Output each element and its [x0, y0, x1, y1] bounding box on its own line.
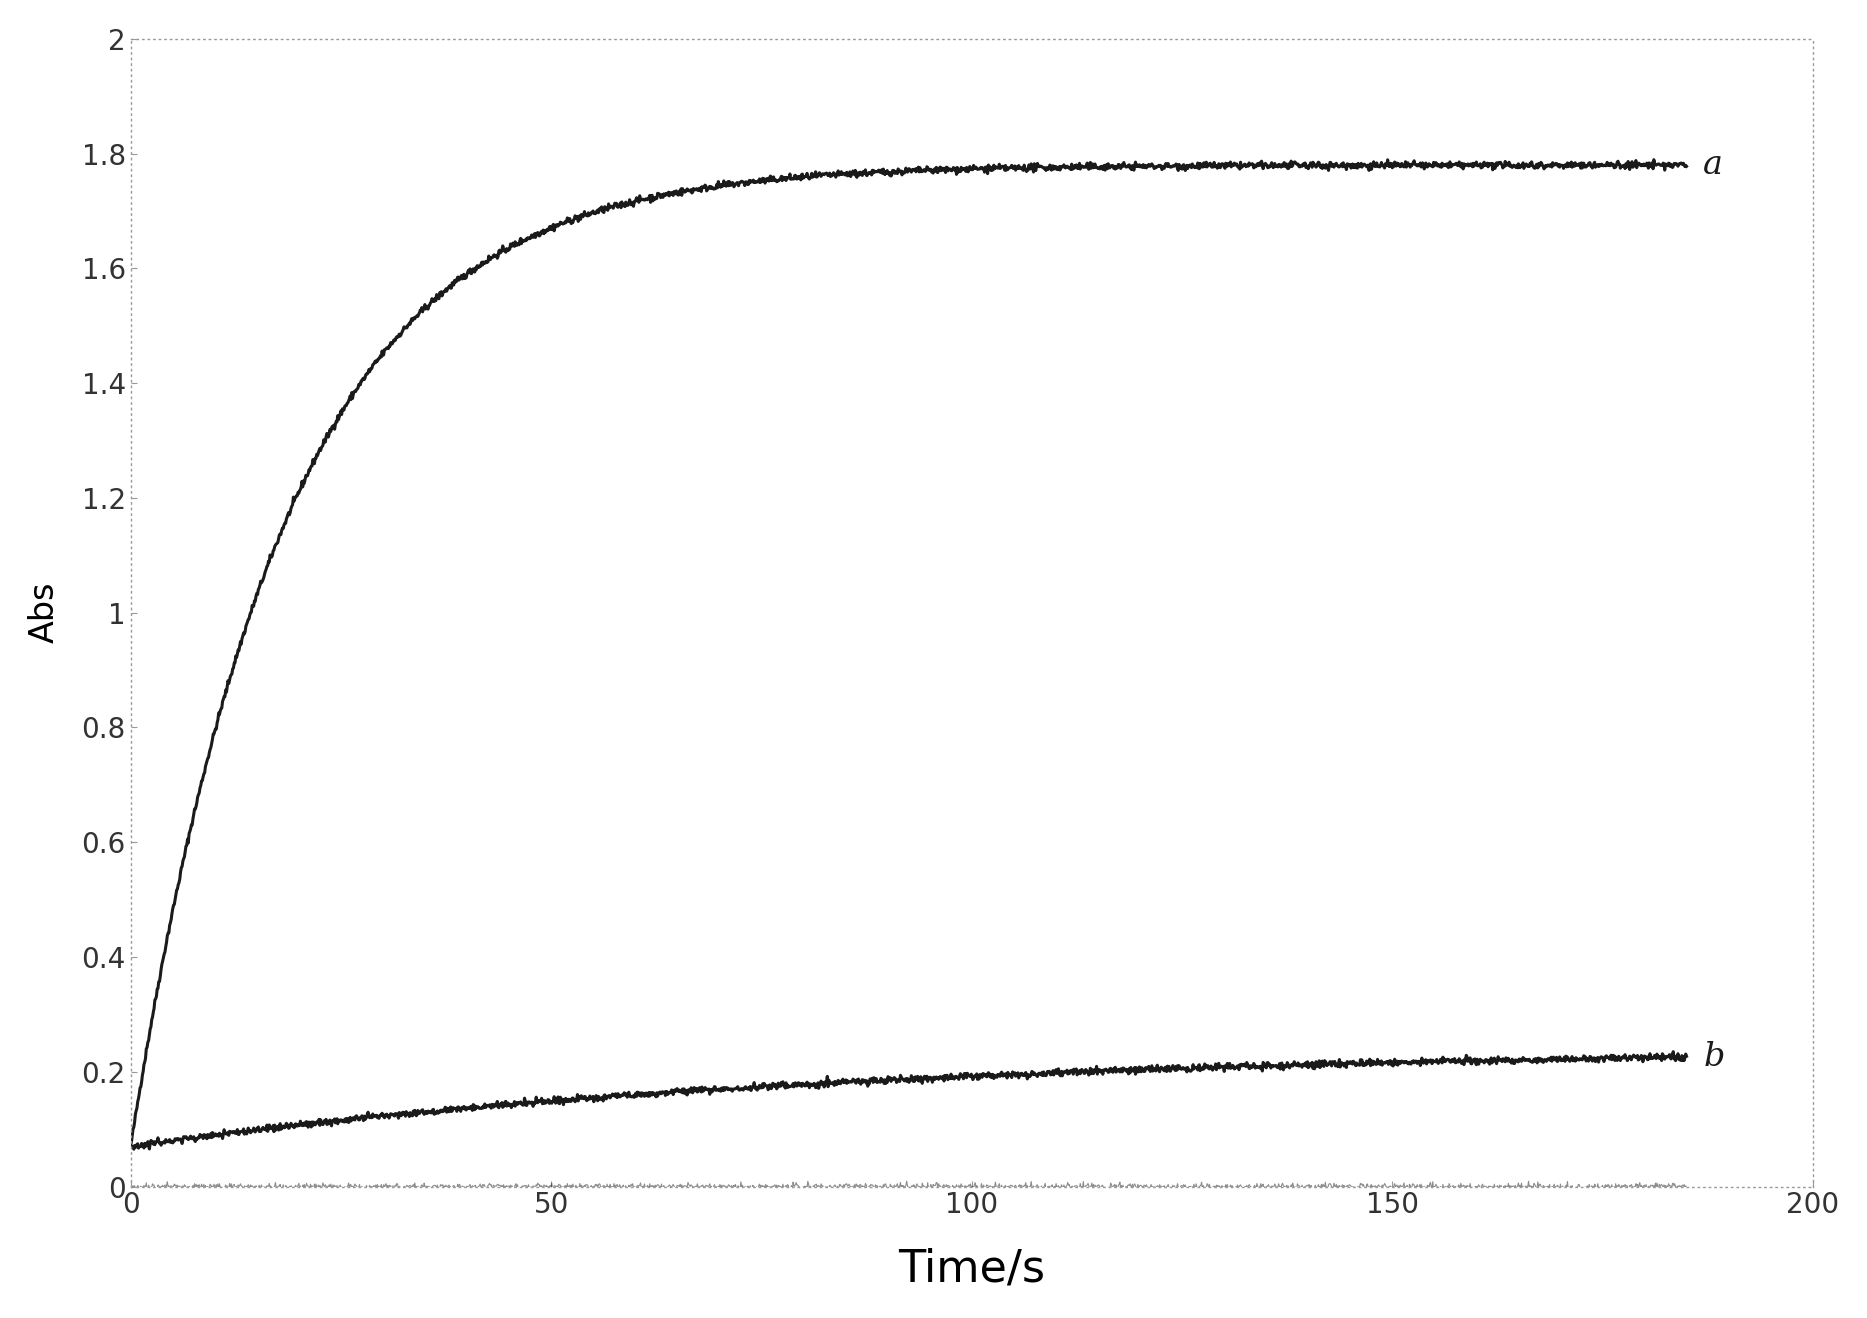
- Text: b: b: [1703, 1041, 1725, 1073]
- X-axis label: Time/s: Time/s: [898, 1247, 1046, 1290]
- Text: a: a: [1703, 149, 1723, 181]
- Y-axis label: Abs: Abs: [28, 583, 62, 643]
